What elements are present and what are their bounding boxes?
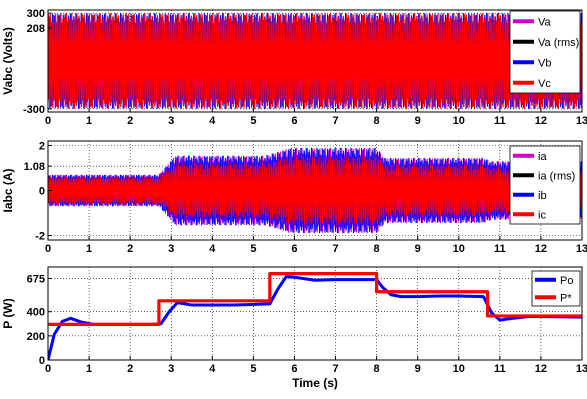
y-axis-label: Vabc (Volts): [1, 27, 15, 95]
x-tick-label: 2: [127, 115, 133, 127]
x-tick-label: 9: [415, 363, 421, 375]
series-group: [48, 13, 582, 109]
x-tick-label: 8: [374, 363, 380, 375]
x-tick-label: 3: [168, 115, 174, 127]
x-tick-labels: 0 1 2 3 4 5 6 7 8 9 10 11 12 13: [45, 108, 587, 127]
legend: Va Va (rms) Vb Vc: [509, 10, 581, 94]
x-tick-label: 9: [415, 115, 421, 127]
x-tick-label: 6: [291, 115, 297, 127]
x-tick-label: 13: [576, 115, 587, 127]
legend-label: Po: [560, 275, 573, 287]
x-tick-label: 12: [535, 243, 547, 255]
x-tick-label: 10: [453, 363, 465, 375]
x-tick-label: 9: [415, 243, 421, 255]
legend-label: Va (rms): [538, 37, 579, 49]
y-tick-label: 208: [27, 23, 45, 35]
y-tick-label: 2: [39, 141, 45, 153]
x-tick-label: 1: [86, 243, 92, 255]
legend-label: Vb: [538, 57, 551, 69]
y-tick-label: 0: [39, 355, 45, 367]
x-tick-label: 0: [45, 243, 51, 255]
legend-label: ia: [538, 151, 547, 163]
legend-label: Va: [538, 16, 552, 28]
series-ic-line: [48, 156, 582, 225]
y-tick-labels: 675 400 200 0: [27, 273, 52, 367]
x-tick-label: 11: [494, 363, 506, 375]
y-tick-label: -300: [23, 104, 45, 116]
series-group: [48, 272, 582, 360]
x-tick-label: 11: [494, 115, 506, 127]
x-tick-label: 2: [127, 243, 133, 255]
x-tick-label: 7: [332, 363, 338, 375]
x-tick-label: 12: [535, 115, 547, 127]
legend: Po P*: [531, 270, 581, 307]
x-tick-label: 12: [535, 363, 547, 375]
series-p--line: [48, 272, 582, 326]
series-group: [48, 147, 582, 234]
x-tick-label: 7: [332, 243, 338, 255]
x-tick-label: 5: [250, 363, 256, 375]
x-tick-label: 3: [168, 243, 174, 255]
y-tick-label: 300: [27, 8, 45, 20]
x-tick-label: 5: [250, 115, 256, 127]
y-tick-label: 675: [27, 273, 45, 285]
y-tick-label: 400: [27, 307, 45, 319]
x-tick-label: 8: [374, 115, 380, 127]
legend-label: ib: [538, 190, 547, 202]
y-axis-label: P (W): [1, 298, 15, 328]
y-tick-label: 200: [27, 331, 45, 343]
legend-box: [531, 270, 581, 307]
x-tick-label: 11: [494, 243, 506, 255]
x-tick-label: 4: [209, 363, 216, 375]
x-tick-labels: 0 1 2 3 4 5 6 7 8 9 10 11 12 13: [45, 356, 587, 375]
x-tick-label: 0: [45, 115, 51, 127]
y-tick-label: -2: [35, 231, 45, 243]
x-tick-label: 1: [86, 115, 92, 127]
plot-frame: [47, 266, 583, 361]
series-vc-line: [48, 13, 582, 109]
legend-label: ia (rms): [538, 170, 575, 182]
legend-box: [509, 145, 581, 225]
y-tick-labels: 2 1.08 0 -2: [24, 141, 52, 243]
y-tick-label: 0: [39, 186, 45, 198]
y-axis-label: Iabc (A): [1, 168, 15, 212]
legend-box: [509, 10, 581, 94]
x-tick-label: 1: [86, 363, 92, 375]
legend-label: P*: [560, 292, 572, 304]
y-tick-labels: 300 208 -300: [23, 8, 52, 116]
legend: ia ia (rms) ib ic: [509, 145, 581, 225]
x-tick-label: 8: [374, 243, 380, 255]
x-tick-label: 5: [250, 243, 256, 255]
plot-frame: [47, 9, 583, 113]
x-axis-label: Time (s): [292, 376, 338, 390]
legend-label: Vc: [538, 78, 551, 90]
x-tick-label: 4: [209, 243, 216, 255]
x-tick-label: 10: [453, 243, 465, 255]
x-tick-label: 13: [576, 243, 587, 255]
y-tick-label: 1.08: [24, 161, 45, 173]
x-tick-label: 2: [127, 363, 133, 375]
x-tick-label: 3: [168, 363, 174, 375]
x-tick-label: 4: [209, 115, 216, 127]
x-tick-label: 0: [45, 363, 51, 375]
x-tick-label: 13: [576, 363, 587, 375]
x-tick-label: 10: [453, 115, 465, 127]
x-tick-labels: 0 1 2 3 4 5 6 7 8 9 10 11 12 13: [45, 236, 587, 255]
x-tick-label: 7: [332, 115, 338, 127]
x-tick-label: 6: [291, 363, 297, 375]
x-tick-label: 6: [291, 243, 297, 255]
legend-label: ic: [538, 209, 546, 221]
